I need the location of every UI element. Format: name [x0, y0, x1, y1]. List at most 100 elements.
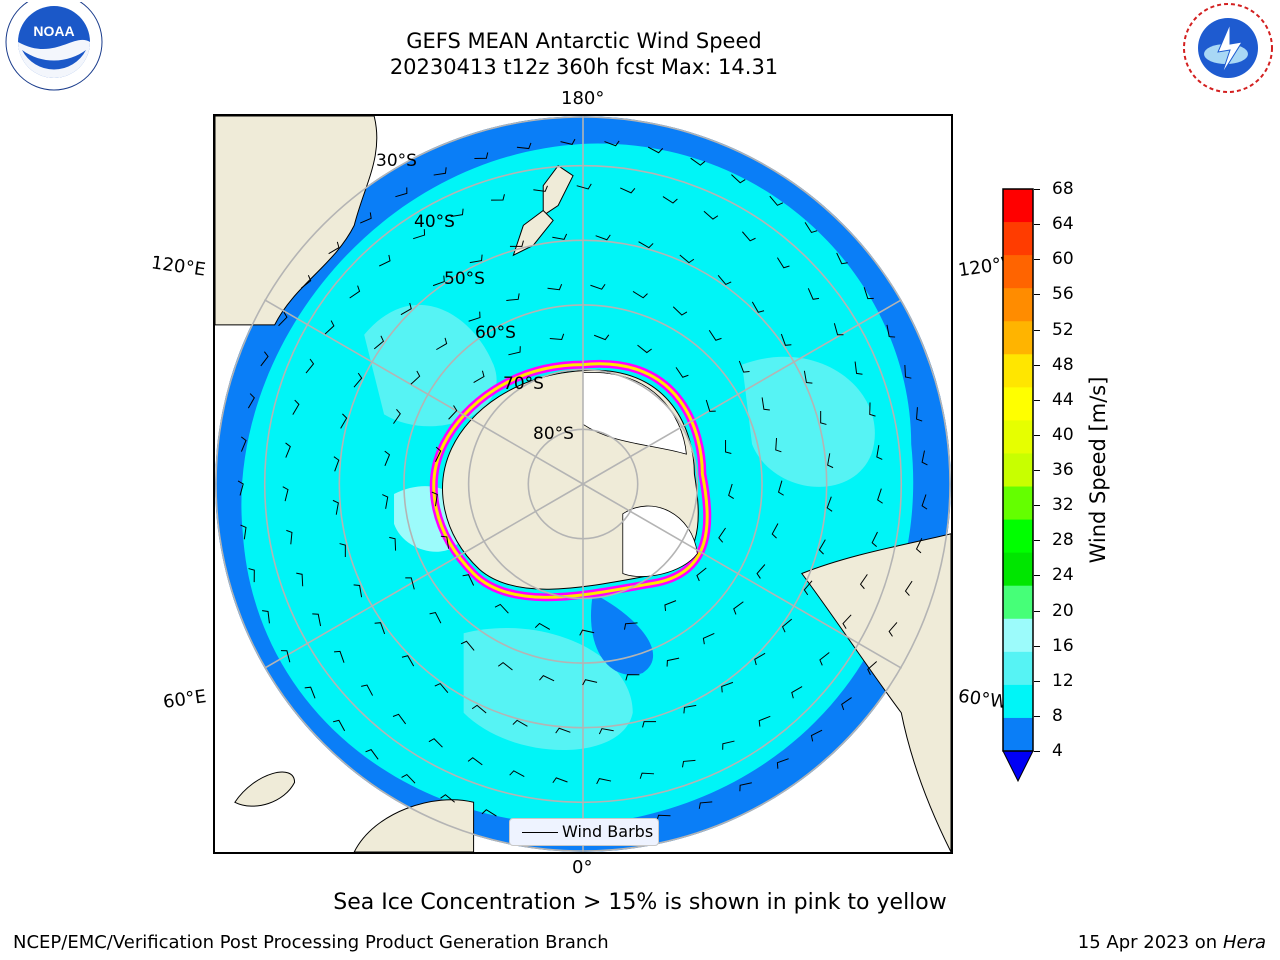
wind-barb	[292, 399, 300, 415]
chart-subtitle: 20230413 t12z 360h fcst Max: 14.31	[389, 55, 779, 79]
wind-barb	[431, 491, 438, 507]
colorbar-tick-mark	[1034, 715, 1040, 717]
colorbar-tick-label: 24	[1052, 565, 1074, 586]
colorbar-extend-arrow	[1002, 750, 1034, 783]
graticule	[215, 116, 951, 852]
wind-barb	[679, 254, 695, 264]
wind-barb	[904, 365, 912, 379]
wind-barb	[833, 323, 844, 336]
footer-system: Hera	[1222, 932, 1266, 953]
chart-title: GEFS MEAN Antarctic Wind Speed	[406, 29, 762, 53]
wind-patch-12-16-a	[364, 304, 497, 427]
lon-label-120e: 120°E	[149, 252, 207, 281]
wind-barb	[819, 652, 830, 666]
wind-barb	[593, 334, 610, 341]
wind-barb	[698, 801, 713, 809]
wind-barb	[820, 410, 827, 425]
wind-barb	[560, 138, 576, 145]
colorbar-tick-mark	[1034, 259, 1040, 261]
ice-shelf-ross	[582, 372, 687, 455]
colorbar-tick-mark	[1034, 680, 1040, 682]
polar-map	[215, 116, 951, 852]
wind-barb	[433, 167, 447, 176]
colorbar-segment	[1003, 486, 1033, 521]
colorbar-tick-label: 4	[1052, 741, 1063, 761]
colorbar-tick-mark	[1034, 294, 1040, 296]
wind-barb	[262, 610, 270, 624]
colorbar-tick-mark	[1034, 540, 1040, 542]
wind-barb	[827, 453, 834, 469]
wind-barb	[468, 311, 481, 322]
wind-barb	[921, 450, 928, 466]
wind-barb	[332, 719, 346, 732]
wind-barb	[738, 360, 750, 373]
wind-barb	[393, 408, 401, 424]
wind-barb	[625, 674, 640, 681]
wind-barb	[632, 291, 648, 299]
wind-barb	[638, 241, 654, 249]
wind-barb	[401, 655, 415, 667]
colorbar-tick-label: 60	[1052, 249, 1074, 270]
colorbar-segment	[1003, 222, 1033, 256]
wind-barb	[340, 413, 348, 429]
wind-barb	[440, 535, 450, 549]
wind-barb	[596, 778, 612, 785]
wind-barb	[647, 146, 664, 154]
wind-barb	[791, 686, 803, 699]
wind-barb	[436, 337, 448, 351]
wind-barb	[552, 777, 568, 784]
colorbar-tick-label: 20	[1052, 600, 1074, 621]
wind-barb	[916, 407, 923, 422]
wind-barb	[509, 240, 524, 247]
wind-barb	[300, 275, 312, 289]
wind-barb	[240, 436, 247, 452]
wind-barb	[741, 231, 756, 242]
wind-barb	[702, 632, 715, 645]
wind-barb	[708, 329, 722, 341]
lat-label-50s: 50°S	[444, 269, 485, 289]
map-caption: Sea Ice Concentration > 15% is shown in …	[333, 890, 947, 915]
wind-barb	[876, 445, 883, 460]
wind-barb	[481, 809, 497, 817]
wind-barb	[469, 254, 483, 264]
footer-organization: NCEP/EMC/Verification Post Processing Pr…	[13, 932, 609, 953]
wind-barb	[428, 738, 443, 748]
wind-barb	[739, 782, 752, 792]
wind-barb	[666, 657, 680, 667]
wind-barb	[296, 572, 304, 587]
wind-barb	[869, 402, 876, 417]
wind-barb	[664, 600, 677, 611]
wind-barb	[703, 210, 719, 220]
noaa-logo-text: NOAA	[33, 23, 74, 39]
colorbar-outline	[1002, 188, 1034, 752]
colorbar-tick-label: 40	[1052, 424, 1074, 445]
colorbar-segment	[1003, 321, 1033, 355]
wind-barb	[467, 757, 483, 766]
colorbar-segment	[1003, 453, 1033, 488]
colorbar-tick-mark	[1034, 224, 1040, 226]
wind-barb	[278, 311, 288, 327]
wind-barb	[721, 681, 734, 693]
wind-barb	[474, 152, 489, 159]
wind-barb	[718, 527, 726, 543]
wind-barb	[826, 496, 833, 512]
colorbar-tick-mark	[1034, 434, 1040, 436]
colorbar-tick-mark	[1034, 189, 1040, 190]
wind-barb	[512, 719, 528, 727]
wind-barb	[777, 480, 784, 496]
land-africa	[353, 799, 475, 852]
wind-barb	[867, 661, 878, 675]
wind-barb	[460, 640, 475, 651]
wind-barb	[413, 229, 426, 240]
wind-barb	[508, 346, 521, 356]
wind-patch-12-16-c	[463, 628, 633, 751]
wind-barb	[751, 301, 765, 313]
wind-barb	[282, 486, 289, 502]
wind-barb	[384, 450, 391, 466]
wind-barb	[440, 794, 456, 803]
colorbar-segment	[1003, 387, 1033, 421]
wind-barb	[854, 361, 863, 375]
wind-barb	[555, 727, 571, 734]
wind-barb	[780, 333, 792, 346]
wind-barb	[886, 324, 896, 338]
